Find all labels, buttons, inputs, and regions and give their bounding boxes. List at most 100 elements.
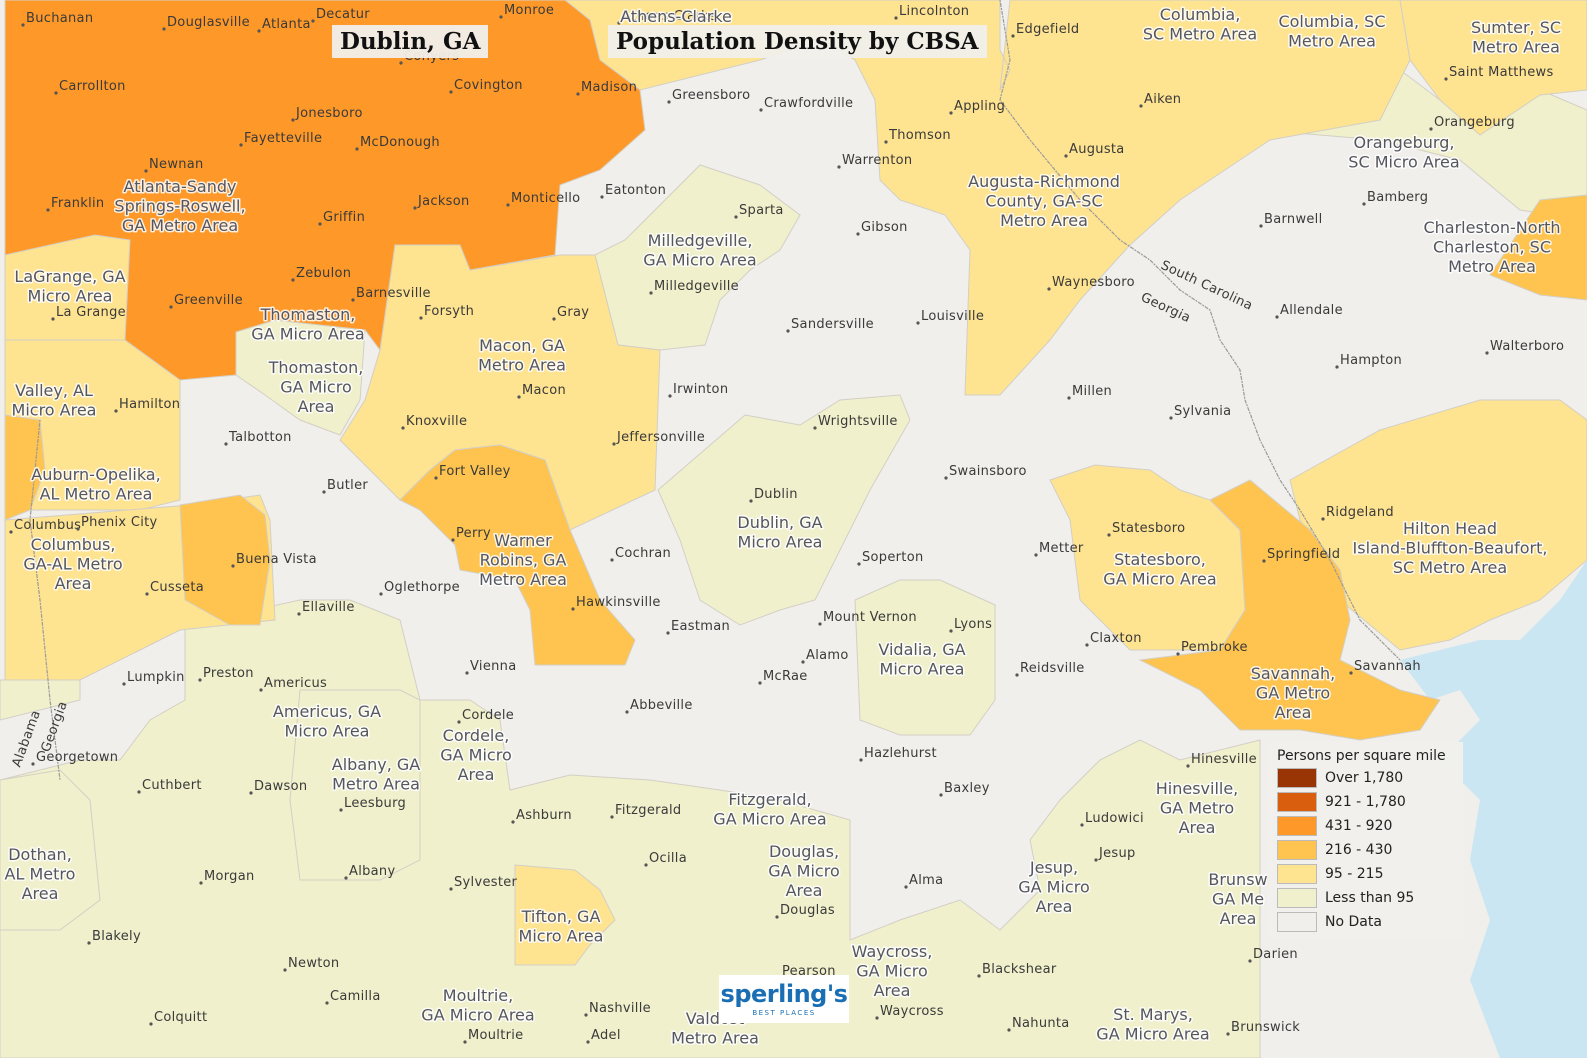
- city-label: Hazlehurst: [864, 746, 937, 761]
- city-label: Wrightsville: [818, 414, 898, 429]
- cbsa-label-line: Metro Area: [1000, 211, 1088, 230]
- city-dot: [291, 118, 295, 122]
- city-marker: Colquitt: [149, 1010, 207, 1026]
- state-line-al-ga: [29, 419, 61, 781]
- city-label: Crawfordville: [764, 96, 853, 111]
- cbsa-label-halo: Micro Area: [738, 533, 823, 552]
- city-label: Douglasville: [167, 15, 250, 30]
- city-dot: [1139, 104, 1143, 108]
- cbsa-label-line: Valley, AL: [15, 381, 93, 400]
- cbsa-label-line: GA Metro Area: [122, 216, 238, 235]
- city-label: Barnesville: [356, 286, 431, 301]
- cbsa-label-halo: Dublin, GA: [737, 513, 822, 532]
- cbsa-label-line: Douglas,: [769, 842, 839, 861]
- city-labels: Buchanan Douglasville Atlanta Decatur Monroe…: [9, 3, 1564, 1044]
- cbsa-label-line: GA Micro Area: [713, 810, 826, 829]
- city-label: Lincolnton: [899, 4, 969, 19]
- city-marker: Oglethorpe: [379, 580, 460, 596]
- cbsa-label-halo: Jesup,: [1029, 858, 1078, 877]
- city-marker: Metter: [1034, 541, 1084, 557]
- legend-swatch: [1277, 768, 1317, 788]
- city-marker: Perry: [451, 526, 491, 542]
- city-marker: Greenville: [169, 293, 243, 309]
- cbsa-label-halo: LaGrange, GA: [14, 267, 125, 286]
- city-dot: [758, 681, 762, 685]
- city-dot: [465, 671, 469, 675]
- cbsa-label-halo: Metro Area: [1000, 211, 1088, 230]
- city-dot: [239, 143, 243, 147]
- city-marker: Monroe: [499, 3, 554, 19]
- city-marker: Lumpkin: [122, 670, 184, 686]
- city-marker: Albany: [344, 864, 395, 880]
- city-label: Fitzgerald: [615, 803, 682, 818]
- cbsa-label-halo: Hinesville,: [1156, 779, 1239, 798]
- cbsa-label-line: Micro Area: [519, 927, 604, 946]
- cbsa-label-halo: Columbus,: [31, 535, 116, 554]
- cbsa-label-line: Metro Area: [1288, 32, 1376, 51]
- city-dot: [1064, 154, 1068, 158]
- city-label: Moultrie: [468, 1028, 523, 1043]
- cbsa-label-halo: Auburn-Opelika,: [31, 465, 160, 484]
- cbsa-label-line: Metro Area: [1472, 38, 1560, 57]
- city-marker: Hamilton: [114, 397, 180, 413]
- city-label: Jesup: [1098, 846, 1136, 861]
- city-dot: [668, 394, 672, 398]
- cbsa-label-line: GA Micro: [856, 962, 928, 981]
- cbsa-label-halo: Springs-Roswell,: [114, 197, 245, 216]
- cbsa-label: Milledgeville,Milledgeville,GA Micro Are…: [642, 230, 758, 272]
- city-marker: Cusseta: [145, 580, 204, 596]
- city-label: Fayetteville: [244, 131, 322, 146]
- ocean: [1400, 560, 1587, 1058]
- cbsa-label-halo: GA Micro Area: [713, 810, 826, 829]
- city-dot: [1248, 959, 1252, 963]
- cbsa-label-halo: Warner: [494, 531, 552, 550]
- city-label: Orangeburg: [1434, 115, 1515, 130]
- city-label: Americus: [264, 676, 327, 691]
- city-label: Ocilla: [649, 851, 687, 866]
- cbsa-label-line: Metro Area: [332, 775, 420, 794]
- cbsa-label-halo: Area: [22, 884, 59, 903]
- city-marker: Walterboro: [1485, 339, 1564, 355]
- city-dot: [884, 140, 888, 144]
- city-label: Zebulon: [296, 266, 351, 281]
- city-dot: [76, 527, 80, 531]
- cbsa-label-halo: GA Micro: [768, 862, 840, 881]
- city-marker: Newnan: [144, 157, 203, 173]
- city-label: Lumpkin: [127, 670, 185, 685]
- cbsa-label-line: Auburn-Opelika,: [31, 465, 160, 484]
- city-marker: Cochran: [610, 546, 671, 562]
- city-marker: Jeffersonville: [612, 430, 705, 446]
- city-marker: Millen: [1067, 384, 1112, 400]
- city-dot: [451, 538, 455, 542]
- city-dot: [644, 863, 648, 867]
- city-marker: Morgan: [199, 869, 254, 885]
- city-label: Monroe: [504, 3, 554, 18]
- city-label: Vienna: [470, 659, 516, 674]
- cbsa-label-line: Sumter, SC: [1471, 18, 1561, 37]
- cbsa-label-halo: Brunsw: [1208, 870, 1267, 889]
- city-dot: [552, 317, 556, 321]
- cbsa-label-halo: Columbia, SC: [1278, 12, 1385, 31]
- city-marker: Georgetown: [31, 750, 118, 766]
- city-label: Morgan: [204, 869, 255, 884]
- city-dot: [379, 592, 383, 596]
- cbsa-label-halo: Area: [1220, 909, 1257, 928]
- city-dot: [584, 1013, 588, 1017]
- cbsa-label-line: Area: [22, 884, 59, 903]
- city-label: Sandersville: [791, 317, 874, 332]
- city-dot: [144, 169, 148, 173]
- city-dot: [434, 476, 438, 480]
- city-dot: [625, 710, 629, 714]
- cbsa-label-line: Micro Area: [880, 660, 965, 679]
- city-marker: Fayetteville: [239, 131, 322, 147]
- cbsa-label-line: LaGrange, GA: [14, 267, 125, 286]
- city-dot: [818, 622, 822, 626]
- city-dot: [339, 808, 343, 812]
- legend-swatch: [1277, 912, 1317, 932]
